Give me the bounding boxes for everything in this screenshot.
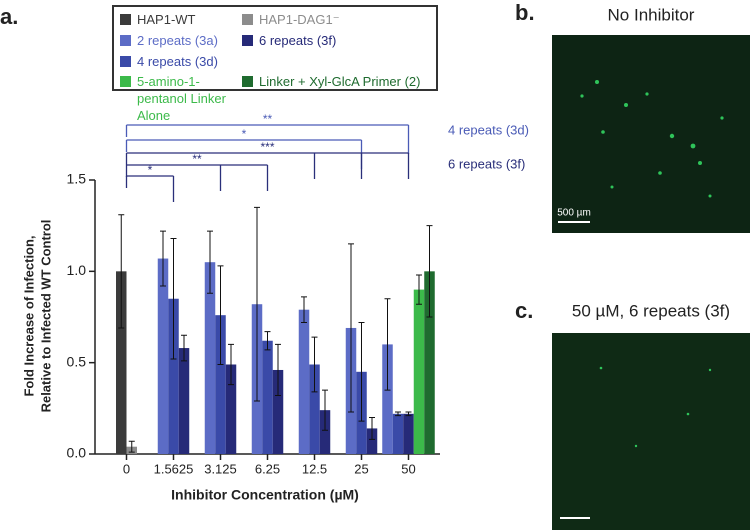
bar bbox=[319, 410, 331, 454]
bar bbox=[298, 309, 310, 454]
legend-label: 2 repeats (3a) bbox=[137, 33, 218, 48]
error-bar bbox=[207, 230, 213, 294]
error-bar bbox=[322, 389, 328, 431]
bar bbox=[403, 413, 414, 454]
legend-item: 6 repeats (3f) bbox=[242, 32, 432, 49]
x-tick-label: 3.125 bbox=[204, 461, 237, 476]
significance-bracket bbox=[125, 124, 410, 154]
significance-bracket bbox=[125, 164, 269, 191]
x-axis-title: Inhibitor Concentration (µM) bbox=[171, 487, 359, 503]
error-bar bbox=[301, 296, 307, 323]
error-bar bbox=[358, 321, 365, 422]
panel-label: a. bbox=[0, 4, 18, 29]
micrograph bbox=[552, 333, 750, 530]
error-bar bbox=[275, 343, 281, 397]
x-tick-label: 25 bbox=[354, 461, 368, 476]
legend-swatch bbox=[242, 76, 253, 87]
legend-label: 5-amino-1-pentanol Linker Alone bbox=[137, 74, 226, 123]
significance-stars: * bbox=[148, 163, 153, 177]
error-bar bbox=[405, 411, 412, 417]
error-bar bbox=[348, 243, 354, 413]
legend-swatch bbox=[120, 35, 131, 46]
x-tick-label: 50 bbox=[401, 461, 415, 476]
bar bbox=[382, 344, 393, 454]
panel-label: c. bbox=[515, 298, 533, 323]
error-bar bbox=[311, 336, 318, 393]
error-bar bbox=[254, 206, 260, 402]
bar bbox=[204, 262, 216, 454]
panel-title: 50 µM, 6 repeats (3f) bbox=[572, 301, 730, 320]
error-bar bbox=[128, 440, 135, 453]
error-bar bbox=[228, 343, 234, 386]
bar bbox=[366, 428, 378, 454]
panel-label: b. bbox=[515, 0, 535, 25]
x-tick-label: 12.5 bbox=[302, 461, 327, 476]
error-bar bbox=[181, 334, 187, 362]
legend-swatch bbox=[120, 14, 131, 25]
error-bar bbox=[416, 274, 422, 305]
scale-bar-label: 500 µm bbox=[557, 208, 591, 219]
bar bbox=[392, 413, 404, 454]
bar bbox=[168, 298, 179, 454]
error-bar bbox=[170, 237, 177, 360]
bar bbox=[309, 364, 320, 454]
x-tick-label: 0 bbox=[123, 461, 130, 476]
legend-swatch bbox=[120, 56, 131, 67]
y-tick-label: 1.5 bbox=[67, 171, 87, 187]
significance-stars: ** bbox=[263, 112, 273, 126]
bar bbox=[424, 271, 435, 454]
y-axis-title: Relative to Infected WT Control bbox=[38, 220, 53, 413]
legend-item: 5-amino-1-pentanol Linker Alone bbox=[120, 73, 240, 124]
significance-stars: * bbox=[242, 127, 247, 141]
legend-item: 4 repeats (3d) bbox=[120, 53, 240, 70]
error-bar bbox=[118, 214, 125, 329]
error-bar bbox=[384, 298, 391, 391]
x-tick-label: 1.5625 bbox=[154, 461, 194, 476]
legend-swatch bbox=[120, 76, 131, 87]
y-tick-label: 0.0 bbox=[67, 445, 87, 461]
y-axis-title: Fold Increase of Infection, bbox=[21, 235, 36, 396]
bar bbox=[178, 348, 190, 454]
significance-bracket bbox=[125, 175, 175, 202]
error-bar bbox=[264, 331, 271, 351]
legend-label: Linker + Xyl-GlcA Primer (2) bbox=[259, 74, 421, 89]
legend-label: 4 repeats (3d) bbox=[137, 54, 218, 69]
legend-item: HAP1-DAG1⁻ bbox=[242, 11, 432, 28]
significance-bracket bbox=[125, 152, 410, 179]
legend-swatch bbox=[242, 35, 253, 46]
legend-label: HAP1-WT bbox=[137, 12, 196, 27]
error-bar bbox=[160, 230, 166, 287]
bar bbox=[157, 258, 169, 454]
bar bbox=[225, 364, 237, 454]
x-tick-label: 6.25 bbox=[255, 461, 280, 476]
legend-item: Linker + Xyl-GlcA Primer (2) bbox=[242, 73, 432, 90]
y-tick-label: 1.0 bbox=[67, 262, 87, 278]
error-bar bbox=[217, 265, 224, 365]
significance-group-label: 4 repeats (3d) bbox=[448, 122, 529, 137]
bar bbox=[413, 289, 425, 454]
panel-title: No Inhibitor bbox=[608, 5, 695, 24]
significance-stars: ** bbox=[192, 152, 202, 166]
legend-item: HAP1-WT bbox=[120, 11, 240, 28]
legend-item: 2 repeats (3a) bbox=[120, 32, 240, 49]
y-tick-label: 0.5 bbox=[67, 353, 87, 369]
significance-stars: *** bbox=[260, 140, 274, 154]
legend-label: 6 repeats (3f) bbox=[259, 33, 337, 48]
legend-label: HAP1-DAG1⁻ bbox=[259, 12, 340, 27]
error-bar bbox=[426, 225, 433, 318]
error-bar bbox=[395, 411, 401, 417]
error-bar bbox=[369, 416, 375, 440]
legend: HAP1-WT HAP1-DAG1⁻ 2 repeats (3a) 4 repeats… bbox=[112, 5, 438, 123]
legend-swatch bbox=[242, 14, 253, 25]
bar bbox=[116, 271, 127, 454]
micrograph bbox=[552, 35, 750, 233]
bar bbox=[272, 369, 284, 454]
bar bbox=[262, 340, 273, 454]
bar bbox=[215, 315, 226, 454]
significance-group-label: 6 repeats (3f) bbox=[448, 156, 525, 171]
cells bbox=[580, 80, 724, 448]
